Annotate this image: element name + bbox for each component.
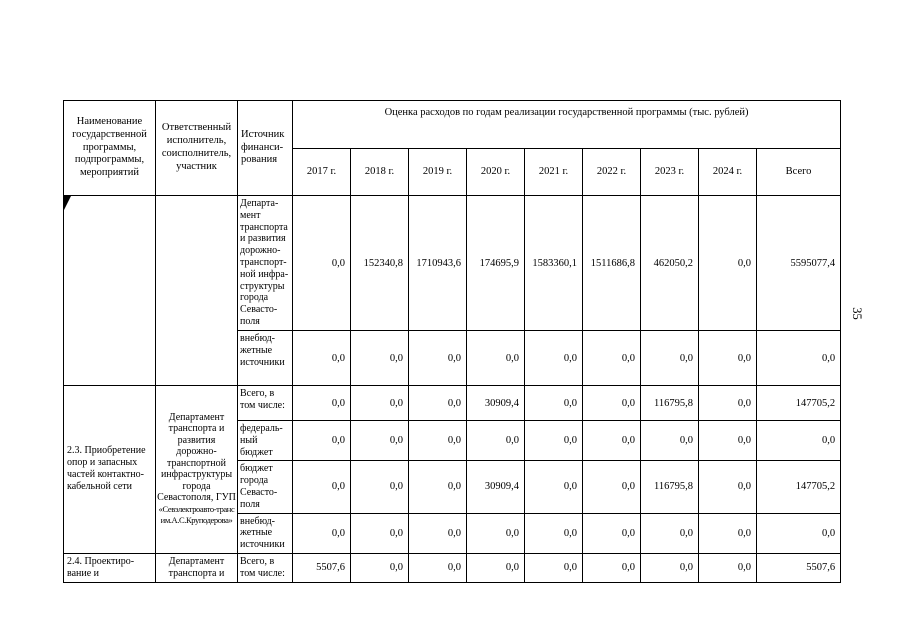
value-cell: 0,0 xyxy=(755,419,842,462)
header-year-2017: 2017 г. xyxy=(292,148,351,196)
budget-table: Наименование государственной программы, … xyxy=(63,100,842,583)
value-cell: 0,0 xyxy=(292,330,351,386)
value-cell: 0,0 xyxy=(466,330,525,386)
value-cell: 0,0 xyxy=(698,385,757,421)
executor-cell-2-4: Департамент транспорта и xyxy=(155,552,238,583)
value-cell: 0,0 xyxy=(582,419,641,462)
value-cell: 0,0 xyxy=(350,460,409,514)
value-cell: 5507,6 xyxy=(755,552,842,583)
value-cell: 0,0 xyxy=(582,552,641,583)
executor-cell xyxy=(155,195,238,386)
value-cell: 0,0 xyxy=(755,512,842,554)
value-cell: 1710943,6 xyxy=(408,195,467,331)
header-year-2023: 2023 г. xyxy=(640,148,699,196)
value-cell: 147705,2 xyxy=(755,460,842,514)
value-cell: 0,0 xyxy=(582,460,641,514)
value-cell: 0,0 xyxy=(640,552,699,583)
value-cell: 0,0 xyxy=(292,385,351,421)
source-cell: внебюд-жетные источники xyxy=(237,330,293,386)
value-cell: 0,0 xyxy=(582,385,641,421)
program-cell-2-3: 2.3. Приобретение опор и запасных частей… xyxy=(63,385,156,554)
value-cell: 0,0 xyxy=(292,460,351,514)
value-cell: 0,0 xyxy=(698,512,757,554)
value-cell: 462050,2 xyxy=(640,195,699,331)
value-cell: 1511686,8 xyxy=(582,195,641,331)
header-year-2018: 2018 г. xyxy=(350,148,409,196)
value-cell: 0,0 xyxy=(466,419,525,462)
value-cell: 116795,8 xyxy=(640,385,699,421)
value-cell: 1583360,1 xyxy=(524,195,583,331)
value-cell: 116795,8 xyxy=(640,460,699,514)
executor-cell-2-3: Департамент транспорта и развития дорожн… xyxy=(155,385,238,554)
executor-main: Департамент транспорта и развития дорожн… xyxy=(157,411,236,504)
header-spending-title: Оценка расходов по годам реализации госу… xyxy=(291,100,842,149)
value-cell: 0,0 xyxy=(524,330,583,386)
value-cell: 0,0 xyxy=(292,419,351,462)
program-cell xyxy=(63,195,156,386)
value-cell: 0,0 xyxy=(408,419,467,462)
executor-sub: «Севэлектроавто-транс им.А.С.Круподерова… xyxy=(158,503,235,526)
value-cell: 30909,4 xyxy=(466,385,525,421)
header-program-name: Наименование государственной программы, … xyxy=(63,100,156,196)
value-cell: 5507,6 xyxy=(292,552,351,583)
value-cell: 0,0 xyxy=(640,330,699,386)
value-cell: 0,0 xyxy=(755,330,842,386)
source-cell: Департа-мент транспорта и развития дорож… xyxy=(237,195,293,331)
value-cell: 0,0 xyxy=(408,552,467,583)
value-cell: 0,0 xyxy=(292,195,351,331)
value-cell: 0,0 xyxy=(698,460,757,514)
value-cell: 0,0 xyxy=(350,512,409,554)
source-cell: Всего, в том числе: xyxy=(237,385,293,421)
value-cell: 0,0 xyxy=(350,330,409,386)
value-cell: 0,0 xyxy=(524,385,583,421)
value-cell: 0,0 xyxy=(698,195,757,331)
value-cell: 0,0 xyxy=(524,460,583,514)
header-funding-source: Источник финанси-рования xyxy=(237,100,293,196)
value-cell: 0,0 xyxy=(350,552,409,583)
value-cell: 0,0 xyxy=(466,512,525,554)
header-year-2019: 2019 г. xyxy=(408,148,467,196)
header-year-2024: 2024 г. xyxy=(698,148,757,196)
value-cell: 0,0 xyxy=(408,330,467,386)
value-cell: 0,0 xyxy=(408,385,467,421)
source-cell: федераль-ный бюджет xyxy=(237,419,293,462)
header-year-2022: 2022 г. xyxy=(582,148,641,196)
source-cell: внебюд-жетные источники xyxy=(237,512,293,554)
value-cell: 5595077,4 xyxy=(755,195,842,331)
value-cell: 174695,9 xyxy=(466,195,525,331)
page-number: 35 xyxy=(849,307,864,320)
value-cell: 0,0 xyxy=(524,419,583,462)
value-cell: 0,0 xyxy=(466,552,525,583)
value-cell: 0,0 xyxy=(408,512,467,554)
value-cell: 0,0 xyxy=(698,552,757,583)
value-cell: 0,0 xyxy=(698,330,757,386)
value-cell: 30909,4 xyxy=(466,460,525,514)
value-cell: 0,0 xyxy=(698,419,757,462)
value-cell: 0,0 xyxy=(350,419,409,462)
value-cell: 152340,8 xyxy=(350,195,409,331)
header-total: Всего xyxy=(755,148,842,196)
scan-artifact xyxy=(64,196,71,210)
value-cell: 0,0 xyxy=(582,512,641,554)
value-cell: 0,0 xyxy=(524,512,583,554)
value-cell: 0,0 xyxy=(408,460,467,514)
program-cell-2-4: 2.4. Проектиро-вание и xyxy=(63,552,156,583)
value-cell: 147705,2 xyxy=(755,385,842,421)
source-cell: бюджет города Севасто-поля xyxy=(237,460,293,514)
header-year-2021: 2021 г. xyxy=(524,148,583,196)
source-cell: Всего, в том числе: xyxy=(237,552,293,583)
value-cell: 0,0 xyxy=(640,512,699,554)
value-cell: 0,0 xyxy=(582,330,641,386)
value-cell: 0,0 xyxy=(350,385,409,421)
header-year-2020: 2020 г. xyxy=(466,148,525,196)
header-executor: Ответственный исполнитель, соисполнитель… xyxy=(155,100,238,196)
value-cell: 0,0 xyxy=(640,419,699,462)
value-cell: 0,0 xyxy=(524,552,583,583)
value-cell: 0,0 xyxy=(292,512,351,554)
